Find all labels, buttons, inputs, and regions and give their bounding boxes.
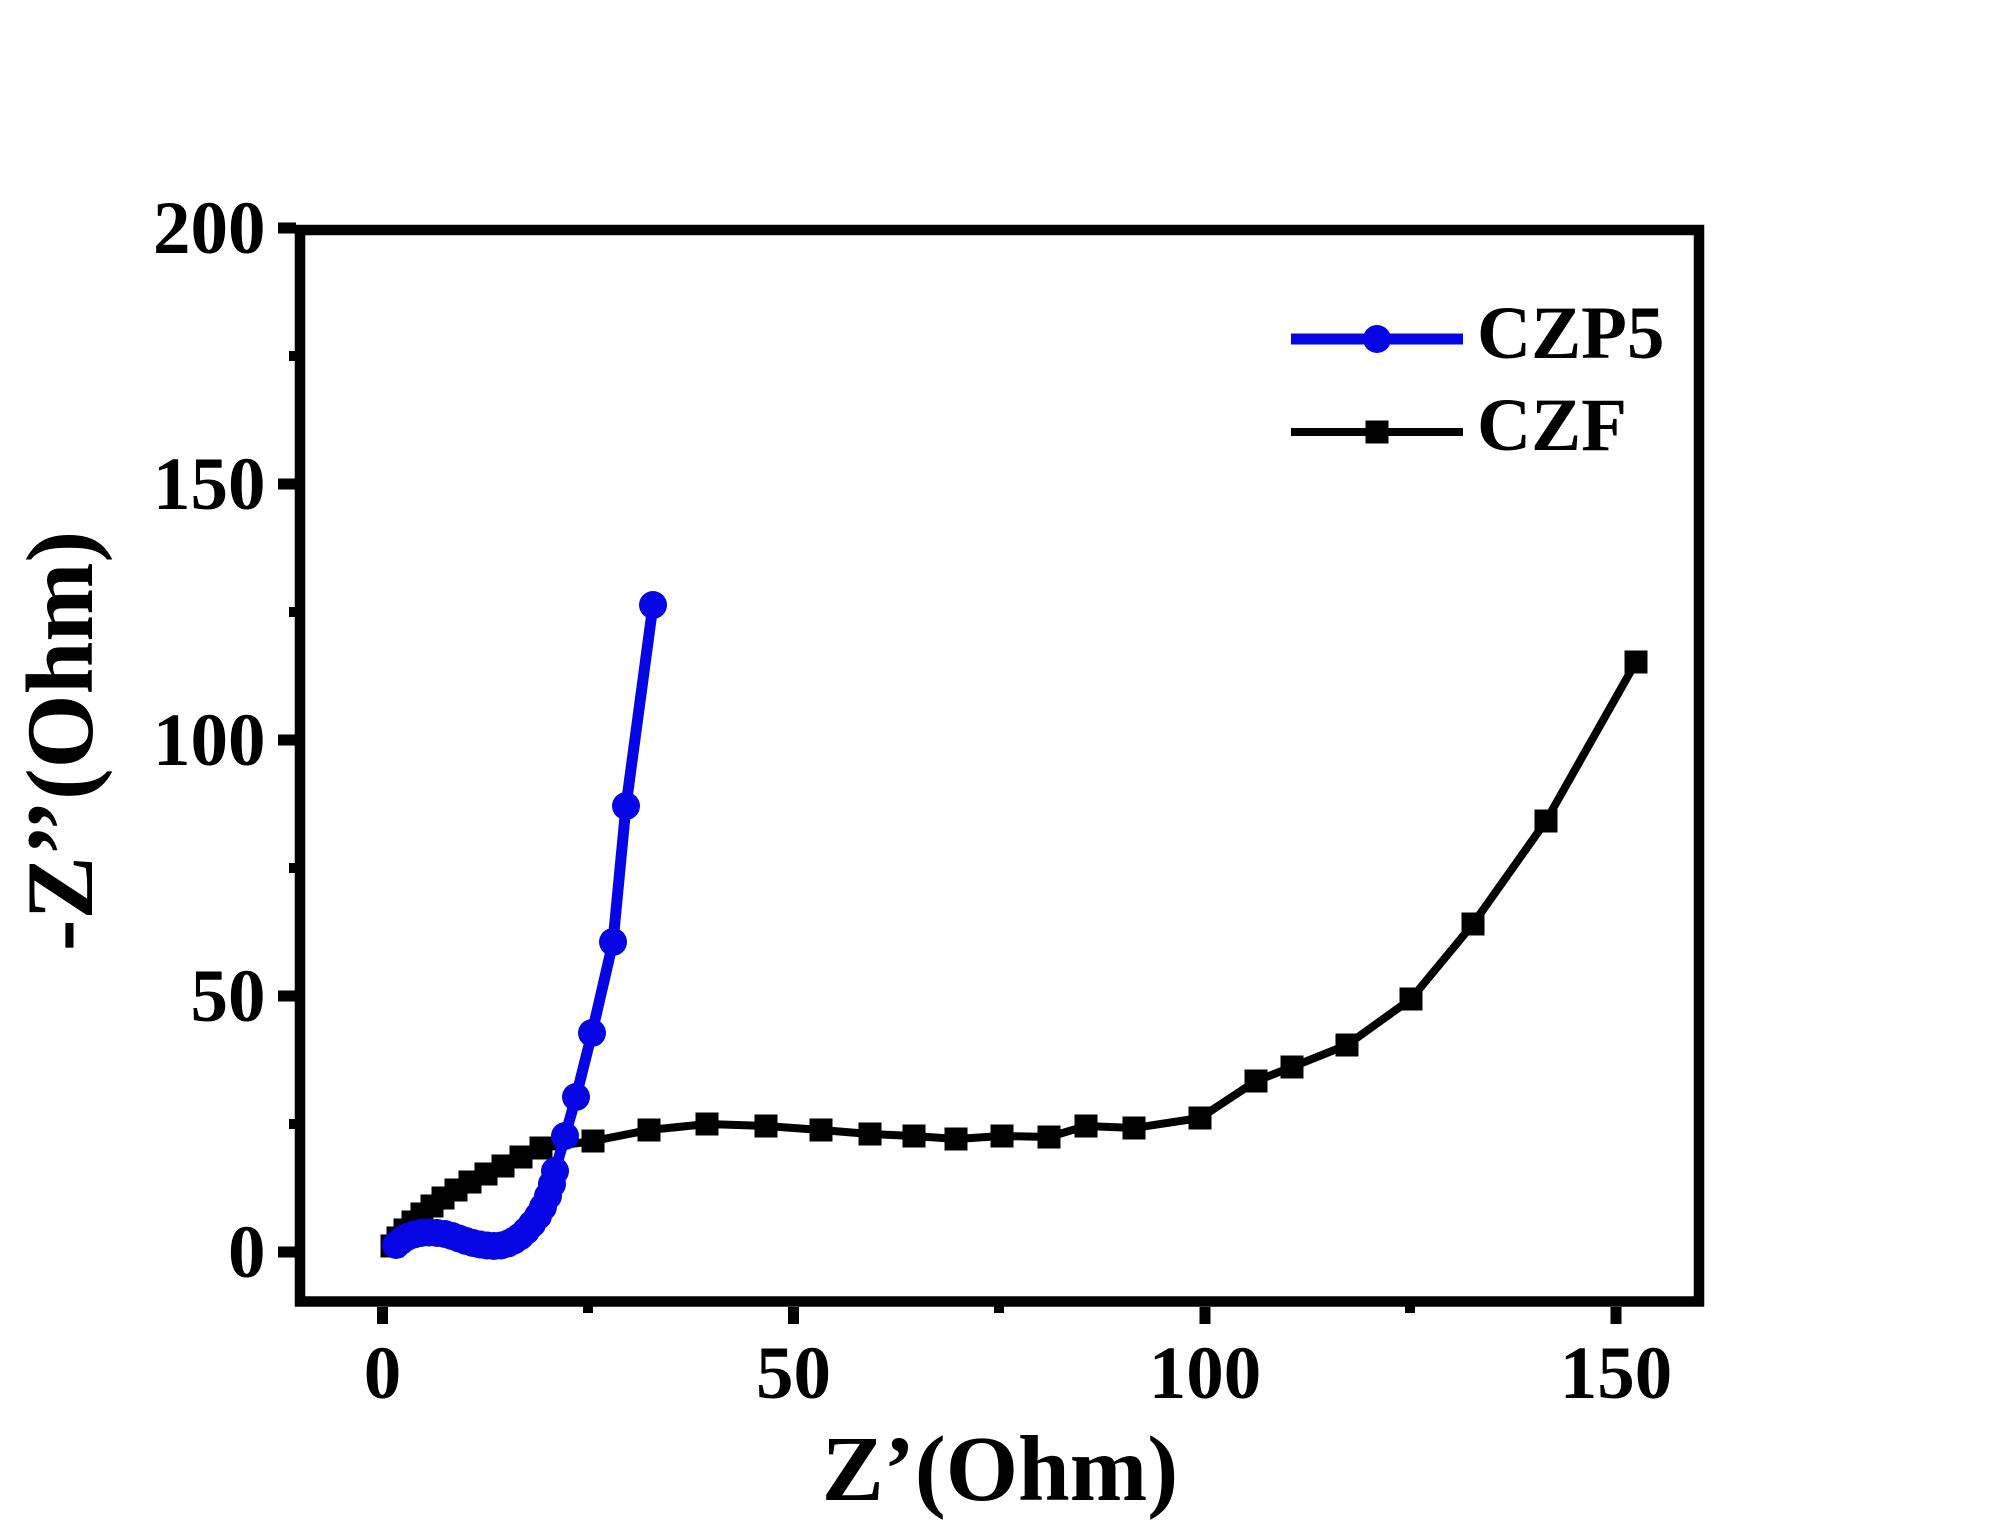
svg-text:100: 100: [153, 699, 266, 782]
svg-text:150: 150: [1560, 1332, 1673, 1415]
svg-text:200: 200: [153, 187, 266, 270]
svg-text:CZP5: CZP5: [1477, 292, 1665, 375]
svg-text:0: 0: [364, 1332, 402, 1415]
svg-text:50: 50: [756, 1332, 831, 1415]
svg-text:-Z’’(Ohm): -Z’’(Ohm): [7, 531, 113, 951]
svg-text:Z’(Ohm): Z’(Ohm): [822, 1418, 1178, 1521]
svg-text:0: 0: [228, 1211, 266, 1294]
svg-text:150: 150: [153, 443, 266, 526]
svg-text:100: 100: [1149, 1332, 1262, 1415]
svg-text:CZF: CZF: [1477, 384, 1627, 467]
svg-text:50: 50: [191, 955, 266, 1038]
